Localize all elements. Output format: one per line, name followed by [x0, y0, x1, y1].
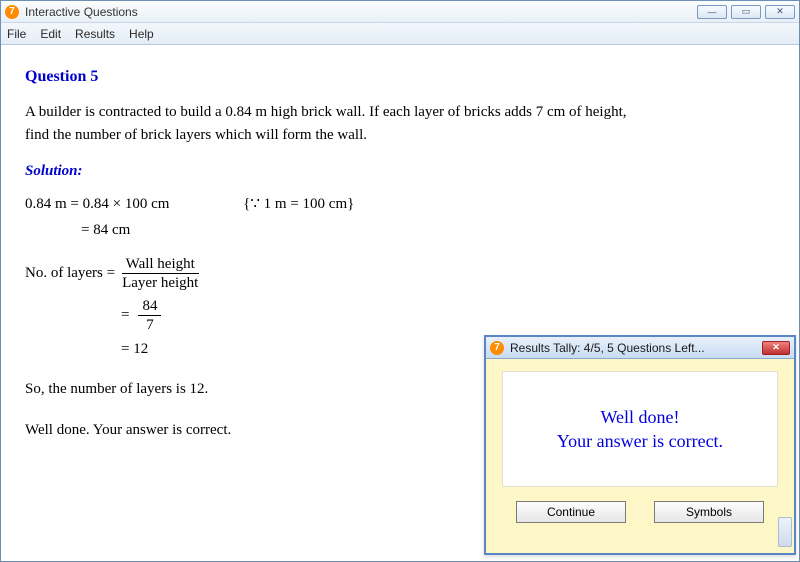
scroll-thumb[interactable] [778, 517, 792, 547]
menubar: File Edit Results Help [1, 23, 799, 45]
popup-message-box: Well done! Your answer is correct. [502, 371, 778, 487]
fraction-wall-over-layer: Wall height Layer height [118, 256, 202, 292]
popup-title-text: Results Tally: 4/5, 5 Questions Left... [510, 341, 762, 355]
equals-sign: = [121, 304, 129, 327]
app-icon: 7 [5, 5, 19, 19]
popup-titlebar: 7 Results Tally: 4/5, 5 Questions Left..… [486, 337, 794, 359]
popup-msg-line-2: Your answer is correct. [557, 429, 723, 453]
frac2-numerator: 84 [138, 298, 161, 317]
window-title: Interactive Questions [25, 5, 697, 19]
conv-left: 0.84 m = 0.84 × 100 cm [25, 196, 169, 212]
conv-hint: {∵ 1 m = 100 cm} [243, 193, 354, 216]
frac1-numerator: Wall height [122, 256, 199, 275]
question-line-2: find the number of brick layers which wi… [25, 124, 775, 147]
close-button[interactable]: ✕ [765, 5, 795, 19]
layers-equation: No. of layers = Wall height Layer height [25, 256, 775, 292]
frac2-denominator: 7 [142, 316, 158, 334]
solution-label: Solution: [25, 160, 775, 183]
menu-file[interactable]: File [7, 27, 26, 41]
menu-edit[interactable]: Edit [40, 27, 61, 41]
popup-msg-line-1: Well done! [600, 405, 679, 429]
menu-results[interactable]: Results [75, 27, 115, 41]
popup-button-row: Continue Symbols [502, 501, 778, 523]
conversion-line-1: 0.84 m = 0.84 × 100 cm {∵ 1 m = 100 cm} [25, 193, 775, 216]
result-value: = 12 [121, 338, 148, 361]
frac1-denominator: Layer height [118, 274, 202, 292]
continue-button[interactable]: Continue [516, 501, 626, 523]
question-line-1: A builder is contracted to build a 0.84 … [25, 101, 775, 124]
symbols-button[interactable]: Symbols [654, 501, 764, 523]
main-titlebar: 7 Interactive Questions — ▭ ✕ [1, 1, 799, 23]
menu-help[interactable]: Help [129, 27, 154, 41]
popup-icon: 7 [490, 341, 504, 355]
layers-step-2: = 84 7 [25, 298, 775, 334]
popup-body: Well done! Your answer is correct. Conti… [486, 359, 794, 531]
fraction-84-over-7: 84 7 [138, 298, 161, 334]
window-controls: — ▭ ✕ [697, 5, 795, 19]
results-popup: 7 Results Tally: 4/5, 5 Questions Left..… [484, 335, 796, 555]
question-heading: Question 5 [25, 65, 775, 89]
conversion-line-2: = 84 cm [25, 219, 775, 242]
popup-scrollbar[interactable] [778, 365, 792, 547]
minimize-button[interactable]: — [697, 5, 727, 19]
popup-close-button[interactable]: ✕ [762, 341, 790, 355]
question-text: A builder is contracted to build a 0.84 … [25, 101, 775, 146]
layers-label: No. of layers = [25, 262, 115, 285]
maximize-button[interactable]: ▭ [731, 5, 761, 19]
